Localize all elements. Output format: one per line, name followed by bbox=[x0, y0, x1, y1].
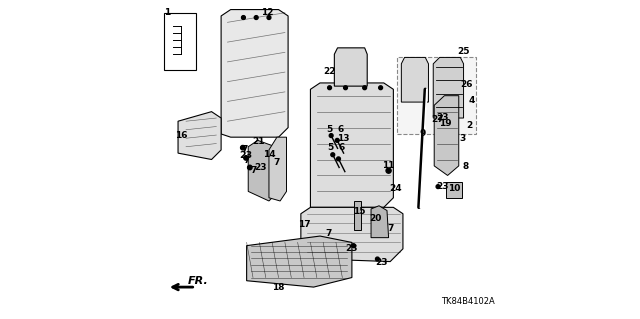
Text: 17: 17 bbox=[298, 220, 311, 229]
Text: 23: 23 bbox=[345, 244, 358, 253]
Polygon shape bbox=[434, 96, 459, 175]
Polygon shape bbox=[433, 57, 463, 118]
Text: 7: 7 bbox=[325, 229, 332, 238]
Text: 24: 24 bbox=[389, 184, 402, 193]
Text: 23: 23 bbox=[436, 113, 449, 122]
Text: TK84B4102A: TK84B4102A bbox=[441, 297, 495, 306]
Text: 1: 1 bbox=[164, 8, 170, 17]
Text: 12: 12 bbox=[261, 8, 274, 17]
Polygon shape bbox=[269, 137, 287, 201]
Polygon shape bbox=[301, 207, 403, 262]
Text: 26: 26 bbox=[460, 80, 472, 89]
Text: 27: 27 bbox=[432, 115, 444, 124]
Circle shape bbox=[344, 86, 348, 90]
Text: 23: 23 bbox=[239, 151, 252, 160]
Text: 23: 23 bbox=[255, 163, 268, 172]
Circle shape bbox=[376, 257, 380, 261]
Circle shape bbox=[244, 156, 248, 160]
Text: 7: 7 bbox=[273, 158, 280, 167]
Circle shape bbox=[329, 134, 333, 137]
Text: 23: 23 bbox=[436, 182, 449, 191]
Polygon shape bbox=[178, 112, 221, 160]
Polygon shape bbox=[355, 201, 361, 230]
Circle shape bbox=[337, 157, 340, 161]
Polygon shape bbox=[248, 140, 278, 201]
Text: 6: 6 bbox=[339, 143, 345, 152]
Text: 11: 11 bbox=[382, 161, 395, 170]
Polygon shape bbox=[310, 83, 394, 207]
Polygon shape bbox=[446, 182, 462, 198]
Circle shape bbox=[328, 86, 332, 90]
Text: 15: 15 bbox=[353, 207, 365, 216]
Circle shape bbox=[248, 165, 252, 170]
Polygon shape bbox=[246, 236, 352, 287]
Text: 25: 25 bbox=[458, 47, 470, 56]
Text: 3: 3 bbox=[460, 134, 466, 143]
Text: 4: 4 bbox=[468, 96, 475, 105]
Text: 23: 23 bbox=[375, 258, 387, 267]
Text: 7: 7 bbox=[243, 156, 250, 165]
Text: FR.: FR. bbox=[188, 276, 209, 286]
Text: 7: 7 bbox=[387, 224, 394, 233]
Circle shape bbox=[363, 86, 367, 90]
Text: 10: 10 bbox=[448, 184, 460, 193]
Text: 6: 6 bbox=[338, 125, 344, 134]
Text: 20: 20 bbox=[370, 214, 382, 223]
Text: 5: 5 bbox=[326, 125, 333, 134]
Text: 9: 9 bbox=[420, 129, 426, 138]
Circle shape bbox=[331, 153, 335, 157]
Circle shape bbox=[241, 145, 245, 150]
Text: 16: 16 bbox=[175, 131, 188, 140]
Circle shape bbox=[351, 244, 355, 248]
Circle shape bbox=[254, 16, 258, 19]
Circle shape bbox=[241, 16, 245, 19]
Text: 19: 19 bbox=[439, 119, 451, 128]
Polygon shape bbox=[371, 206, 388, 238]
Text: 7: 7 bbox=[241, 145, 247, 154]
Circle shape bbox=[335, 138, 339, 142]
Text: 8: 8 bbox=[462, 162, 468, 171]
Polygon shape bbox=[221, 10, 288, 137]
Circle shape bbox=[379, 86, 383, 90]
Text: 14: 14 bbox=[262, 150, 275, 159]
Text: 5: 5 bbox=[327, 143, 333, 152]
Text: 21: 21 bbox=[253, 137, 265, 146]
Circle shape bbox=[436, 185, 440, 189]
Bar bbox=[164, 13, 196, 70]
Text: 22: 22 bbox=[323, 67, 336, 76]
Polygon shape bbox=[334, 48, 367, 86]
Circle shape bbox=[386, 168, 391, 173]
Circle shape bbox=[267, 16, 271, 19]
Bar bbox=[397, 57, 476, 134]
Text: 7: 7 bbox=[250, 166, 257, 175]
Text: 13: 13 bbox=[337, 134, 349, 143]
Polygon shape bbox=[401, 57, 428, 102]
Text: 2: 2 bbox=[466, 121, 472, 130]
Text: 18: 18 bbox=[272, 283, 285, 292]
